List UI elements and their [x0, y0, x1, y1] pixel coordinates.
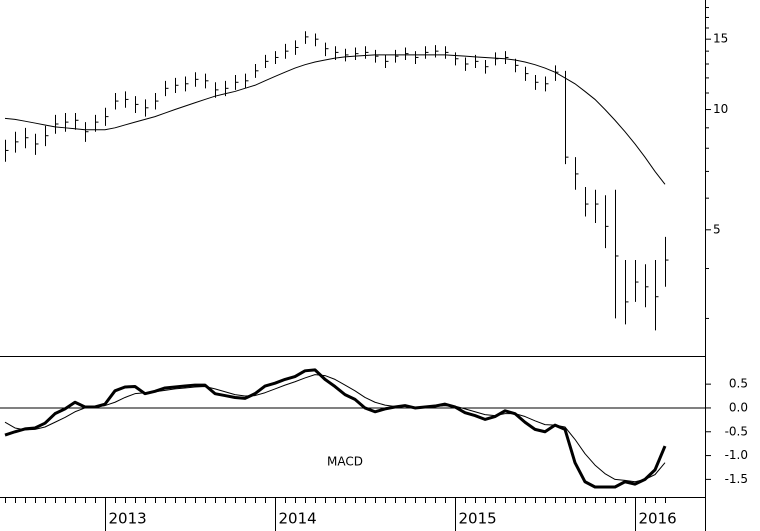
y-tick-label: 0.0 — [729, 400, 748, 414]
x-tick-label: 2016 — [639, 510, 677, 528]
y-tick-label: -1.5 — [725, 472, 748, 486]
x-tick-label: 2015 — [459, 510, 497, 528]
y-tick-label: 10 — [713, 102, 728, 116]
x-tick-label: 2014 — [279, 510, 317, 528]
macd-line — [4, 374, 666, 483]
y-tick-label: -0.5 — [725, 424, 748, 438]
moving-average — [4, 54, 666, 185]
y-tick-label: 0.5 — [729, 377, 748, 391]
y-tick-label: 15 — [713, 32, 728, 46]
y-tick-label: 5 — [713, 222, 721, 236]
x-tick-label: 2013 — [109, 510, 147, 528]
y-tick-label: -1.0 — [725, 448, 748, 462]
macd-label: MACD — [327, 455, 363, 469]
